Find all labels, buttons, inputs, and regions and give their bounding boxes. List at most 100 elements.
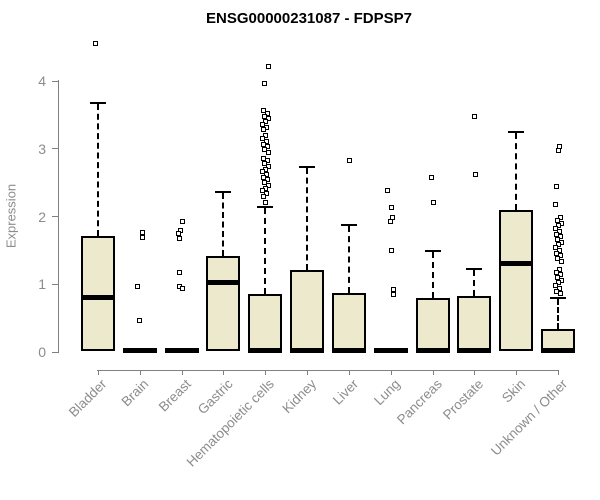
- outlier-point: [556, 228, 562, 234]
- median-line: [81, 295, 115, 301]
- outlier-point: [557, 253, 563, 259]
- outlier-point: [177, 236, 183, 242]
- outlier-point: [260, 155, 266, 161]
- boxplot-box: [290, 270, 325, 352]
- outlier-point: [176, 230, 182, 236]
- x-axis-tick: [474, 370, 476, 375]
- outlier-point: [554, 274, 560, 280]
- outlier-point: [262, 119, 268, 125]
- y-axis-tick: [52, 80, 58, 82]
- median-line: [164, 348, 199, 354]
- whisker-cap: [424, 250, 441, 253]
- whisker-line: [97, 103, 99, 237]
- outlier-point: [553, 250, 559, 256]
- outlier-point: [471, 114, 477, 120]
- outlier-point: [264, 111, 270, 117]
- outlier-point: [388, 218, 394, 224]
- outlier-point: [553, 184, 559, 190]
- x-axis-tick: [265, 370, 267, 375]
- outlier-point: [135, 283, 141, 289]
- boxplot-box: [457, 295, 492, 352]
- outlier-point: [556, 247, 562, 253]
- outlier-point: [391, 287, 397, 293]
- whisker-line: [431, 252, 434, 298]
- whisker-cap: [340, 224, 357, 227]
- boxplot-box: [206, 256, 241, 351]
- outlier-point: [557, 234, 563, 240]
- outlier-point: [554, 237, 560, 243]
- outlier-point: [558, 220, 564, 226]
- outlier-point: [431, 200, 437, 206]
- outlier-point: [558, 258, 564, 264]
- outlier-point: [557, 291, 563, 297]
- x-axis-tick: [432, 370, 434, 375]
- x-axis-tick: [181, 370, 183, 375]
- outlier-point: [553, 288, 559, 294]
- x-axis-tick: [223, 370, 225, 375]
- whisker-cap: [90, 101, 106, 104]
- outlier-point: [558, 277, 564, 283]
- outlier-point: [137, 318, 143, 324]
- outlier-point: [552, 245, 558, 251]
- outlier-point: [262, 199, 268, 205]
- median-line: [290, 348, 325, 354]
- outlier-point: [265, 64, 271, 70]
- whisker-cap: [257, 206, 274, 208]
- x-axis-tick: [348, 370, 350, 375]
- outlier-point: [92, 41, 98, 47]
- median-line: [457, 348, 492, 354]
- outlier-point: [265, 149, 271, 155]
- outlier-point: [558, 239, 564, 245]
- median-line: [331, 348, 366, 354]
- outlier-point: [553, 269, 559, 275]
- y-axis-tick-label: 3: [38, 140, 46, 157]
- outlier-point: [389, 247, 395, 253]
- whisker-line: [557, 298, 560, 329]
- outlier-point: [261, 113, 267, 119]
- outlier-point: [265, 182, 271, 188]
- outlier-point: [557, 215, 563, 221]
- y-axis-tick: [52, 283, 58, 285]
- x-axis-tick: [390, 370, 392, 375]
- outlier-point: [556, 285, 562, 291]
- whisker-line: [264, 208, 267, 295]
- whisker-cap: [299, 166, 316, 169]
- whisker-line: [347, 226, 350, 294]
- y-axis-tick-label: 0: [38, 344, 46, 360]
- outlier-point: [264, 158, 270, 164]
- x-axis-tick: [98, 370, 99, 375]
- x-axis-category-label: Lung: [370, 376, 403, 409]
- outlier-point: [264, 144, 270, 150]
- median-line: [541, 348, 576, 354]
- y-axis-tick: [52, 216, 58, 217]
- whisker-line: [473, 269, 476, 296]
- x-axis-tick: [139, 370, 141, 375]
- outlier-point: [264, 177, 270, 183]
- whisker-line: [306, 168, 309, 270]
- median-line: [415, 348, 450, 354]
- outlier-point: [180, 285, 186, 291]
- whisker-cap: [466, 267, 483, 270]
- outlier-point: [389, 205, 395, 211]
- median-line: [206, 279, 241, 285]
- outlier-point: [261, 180, 267, 186]
- x-axis-tick: [307, 370, 309, 375]
- outlier-point: [259, 188, 265, 194]
- x-axis-tick: [516, 370, 518, 375]
- outlier-point: [177, 269, 183, 275]
- outlier-point: [263, 124, 269, 130]
- x-axis-category-label: Gastric: [194, 376, 236, 418]
- outlier-point: [259, 136, 265, 142]
- outlier-point: [555, 280, 561, 286]
- outlier-point: [262, 185, 268, 191]
- outlier-point: [180, 219, 186, 225]
- outlier-point: [265, 163, 271, 169]
- outlier-point: [261, 80, 267, 86]
- y-axis-tick-label: 1: [38, 276, 46, 293]
- chart-title: ENSG00000231087 - FDPSP7: [206, 10, 412, 27]
- x-axis-category-label: Pancreas: [393, 376, 445, 428]
- x-axis-tick: [558, 370, 560, 375]
- outlier-point: [555, 242, 561, 248]
